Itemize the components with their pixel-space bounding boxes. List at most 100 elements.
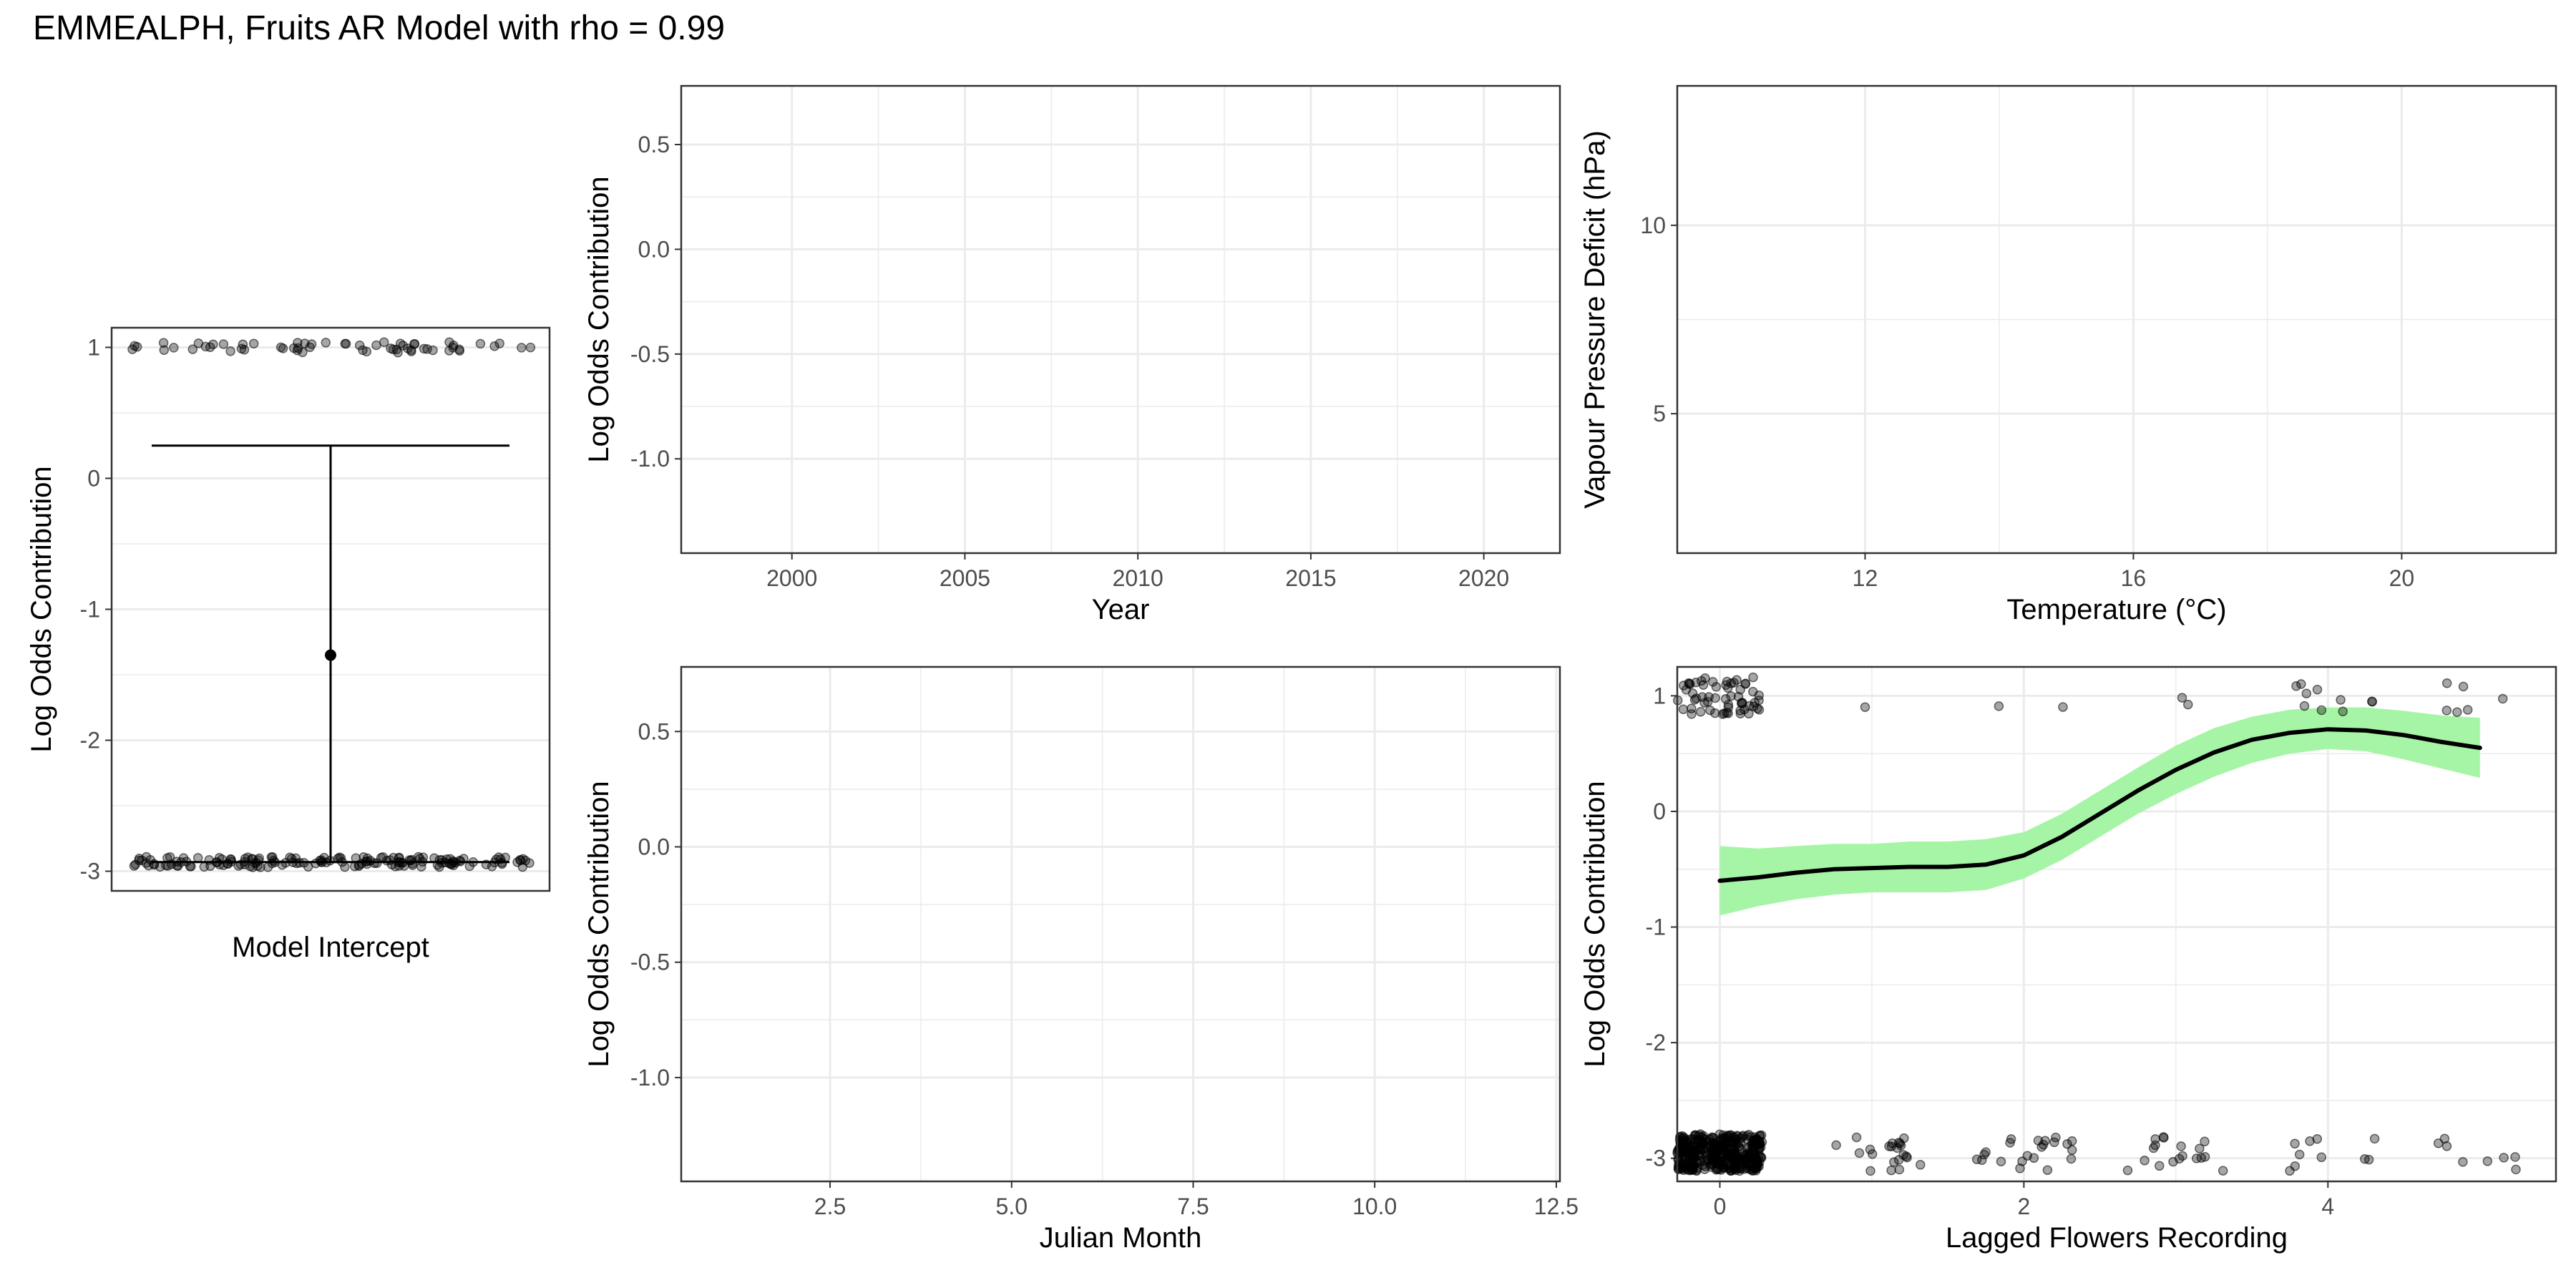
y-axis-title: Log Odds Contribution	[26, 466, 57, 752]
data-point	[2176, 1141, 2186, 1151]
data-point	[1679, 1158, 1689, 1169]
data-point	[1697, 675, 1707, 686]
data-point	[1710, 693, 1720, 703]
x-axis-title: Lagged Flowers Recording	[1946, 1222, 2288, 1254]
panel-background	[681, 667, 1560, 1181]
data-point	[238, 339, 248, 349]
data-point	[525, 858, 535, 868]
data-point	[1752, 1159, 1763, 1170]
data-point	[1710, 1155, 1721, 1166]
data-point	[1726, 691, 1736, 701]
data-point	[306, 339, 317, 349]
x-tick-label: 2000	[766, 565, 817, 591]
data-point	[371, 340, 381, 351]
data-point	[2290, 1138, 2300, 1149]
data-point	[444, 337, 454, 347]
data-point	[2066, 1153, 2077, 1164]
data-point	[130, 859, 141, 869]
y-axis-title: Log Odds Contribution	[583, 176, 615, 462]
y-tick-label: -1.0	[630, 1065, 670, 1091]
x-tick-label: 7.5	[1177, 1194, 1209, 1219]
data-point	[487, 862, 497, 872]
data-point	[517, 343, 527, 353]
data-point	[1681, 685, 1692, 695]
y-tick-label: 10	[1640, 213, 1666, 238]
data-point	[1898, 1150, 1908, 1160]
data-point	[1719, 708, 1729, 718]
data-point	[1748, 672, 1758, 683]
data-point	[2511, 1164, 2521, 1175]
data-point	[419, 343, 429, 354]
data-point	[386, 343, 396, 353]
data-point	[2452, 707, 2462, 717]
data-point	[1886, 1165, 1896, 1176]
x-tick-label: 4	[2321, 1194, 2334, 1219]
data-point	[1735, 1163, 1745, 1174]
data-point	[288, 343, 299, 353]
data-point	[361, 346, 372, 357]
data-point	[2195, 1143, 2205, 1153]
y-tick-label: -2	[80, 728, 100, 753]
x-tick-label: 2020	[1458, 565, 1509, 591]
data-point	[1708, 677, 1718, 687]
data-point	[1705, 705, 1715, 716]
data-point	[2294, 1149, 2305, 1160]
data-point	[1755, 1138, 1765, 1148]
data-point	[1731, 1152, 1742, 1162]
data-point	[1865, 1166, 1875, 1176]
x-tick-label: 12.5	[1534, 1194, 1579, 1219]
x-axis-title: Model Intercept	[232, 932, 429, 963]
data-point	[334, 852, 345, 863]
x-tick-label: 2.5	[814, 1194, 846, 1219]
data-point	[1735, 708, 1746, 718]
x-axis-title: Temperature (°C)	[2006, 594, 2226, 625]
data-point	[1711, 1164, 1722, 1175]
data-point	[248, 338, 259, 348]
data-point	[2285, 1166, 2295, 1176]
data-point	[2441, 706, 2452, 716]
data-point	[2038, 1139, 2049, 1150]
x-axis-title: Julian Month	[1040, 1222, 1202, 1254]
y-tick-label: 1	[1653, 683, 1666, 708]
x-tick-label: 0	[1714, 1194, 1727, 1219]
data-point	[378, 852, 388, 862]
data-point	[1682, 1135, 1693, 1146]
data-point	[158, 338, 169, 348]
data-point	[159, 345, 170, 355]
data-point	[2296, 679, 2306, 689]
data-point	[2158, 1132, 2169, 1142]
y-axis-title: Log Odds Contribution	[1579, 781, 1611, 1067]
data-point	[1691, 677, 1701, 688]
data-point	[1994, 701, 2004, 711]
data-point	[2051, 1132, 2061, 1143]
data-point	[1744, 701, 1755, 711]
y-tick-label: 0.5	[638, 718, 670, 744]
data-point	[169, 343, 179, 353]
data-point	[2122, 1165, 2133, 1176]
data-point	[2174, 1153, 2185, 1164]
data-point	[1894, 1164, 1905, 1175]
data-point	[464, 861, 475, 872]
y-tick-label: 1	[87, 334, 100, 360]
data-point	[2067, 1136, 2077, 1146]
data-point	[1682, 1143, 1692, 1153]
data-point	[1720, 694, 1731, 704]
data-point	[1851, 1132, 1862, 1143]
data-point	[129, 861, 140, 871]
data-point	[127, 344, 137, 354]
data-point	[239, 344, 250, 355]
data-point	[1707, 1156, 1718, 1166]
data-point	[2369, 1133, 2380, 1144]
data-point	[1743, 1150, 1753, 1160]
x-tick-label: 2010	[1113, 565, 1163, 591]
panel-year: 0.5 0.0 -0.5 -1.0 2000 2005 2010 2015 2020 Year Lo…	[583, 84, 1561, 625]
data-point	[2367, 696, 2377, 706]
data-point	[1698, 1131, 1709, 1141]
y-tick-label: 0.0	[638, 834, 670, 859]
y-tick-label: -1.0	[630, 446, 670, 472]
data-point	[2482, 1156, 2493, 1166]
data-point	[2062, 1138, 2072, 1149]
data-point	[2005, 1138, 2015, 1148]
data-point	[2316, 1152, 2327, 1163]
data-point	[2301, 688, 2312, 698]
